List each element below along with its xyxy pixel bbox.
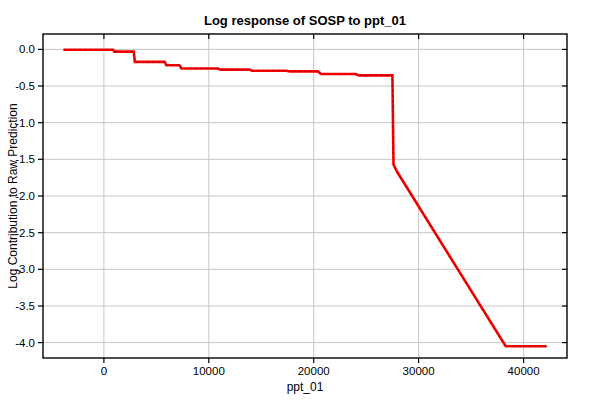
- x-tick-label: 0: [101, 365, 107, 377]
- y-tick-label: -3.5: [15, 300, 35, 312]
- gridlines: [43, 34, 567, 358]
- y-tick-label: -4.0: [15, 337, 35, 349]
- y-tick-label: 0.0: [19, 43, 35, 55]
- y-axis-label: Log Contribution to Raw Prediction: [6, 103, 20, 288]
- x-tick-label: 10000: [193, 365, 225, 377]
- chart-figure: Log response of SOSP to ppt_01 Log Contr…: [0, 0, 600, 400]
- chart-title: Log response of SOSP to ppt_01: [204, 13, 406, 28]
- x-tick-label: 40000: [508, 365, 540, 377]
- series-sosp-log-response: [64, 50, 547, 347]
- x-tick-label: 30000: [403, 365, 435, 377]
- response-line-markers: [64, 50, 547, 347]
- tick-labels: 0100002000030000400000.0-0.5-1.0-1.5-2.0…: [15, 43, 539, 377]
- plot-area: 0100002000030000400000.0-0.5-1.0-1.5-2.0…: [0, 0, 600, 400]
- x-axis-label: ppt_01: [287, 380, 324, 394]
- y-tick-label: -0.5: [15, 80, 35, 92]
- response-line: [64, 50, 547, 347]
- x-tick-label: 20000: [298, 365, 330, 377]
- axis-ticks: [38, 34, 567, 363]
